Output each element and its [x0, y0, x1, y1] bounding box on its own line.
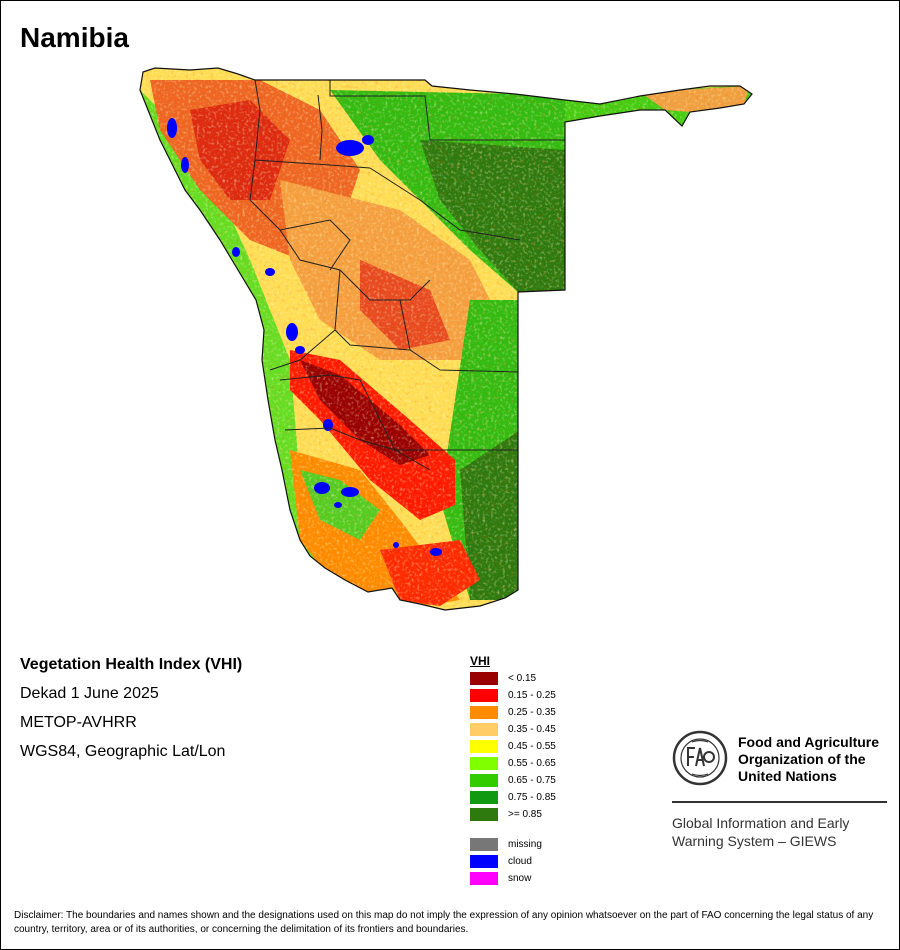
vhi-legend: VHI < 0.15 0.15 - 0.25 0.25 - 0.35 0.35 - 0…: [470, 654, 556, 887]
legend-class-swatch: [470, 740, 498, 753]
map-title: Namibia: [20, 22, 129, 53]
legend-class-swatch: [470, 672, 498, 685]
legend-class-row: 0.75 - 0.85: [470, 789, 556, 806]
legend-extra-swatch: [470, 838, 498, 851]
product-title: Vegetation Health Index (VHI): [20, 656, 243, 673]
legend-class-row: 0.35 - 0.45: [470, 721, 556, 738]
legend-class-swatch: [470, 774, 498, 787]
giews-label: Global Information and Early Warning Sys…: [672, 815, 850, 849]
map-info: Vegetation Health Index (VHI) Dekad 1 Ju…: [20, 656, 242, 772]
legend-extra-row: cloud: [470, 853, 556, 870]
legend-extra-label: cloud: [508, 856, 532, 867]
legend-class-row: 0.15 - 0.25: [470, 687, 556, 704]
legend-class-label: 0.35 - 0.45: [508, 724, 556, 735]
legend-class-swatch: [470, 706, 498, 719]
fao-logo-icon: [672, 730, 728, 786]
legend-extra-row: missing: [470, 836, 556, 853]
legend-class-label: 0.75 - 0.85: [508, 792, 556, 803]
fao-name: Food and Agriculture Organization of the…: [738, 734, 880, 784]
legend-title: VHI: [470, 654, 491, 668]
legend-class-label: 0.55 - 0.65: [508, 758, 556, 769]
disclaimer: Disclaimer: The boundaries and names sho…: [14, 910, 874, 935]
legend-class-label: 0.15 - 0.25: [508, 690, 556, 701]
vhi-map: [139, 67, 753, 611]
legend-extra-row: snow: [470, 870, 556, 887]
legend-class-swatch: [470, 689, 498, 702]
sensor-label: METOP-AVHRR: [20, 714, 137, 731]
legend-extra-swatch: [470, 855, 498, 868]
legend-class-label: 0.65 - 0.75: [508, 775, 556, 786]
fao-divider: [672, 801, 887, 803]
legend-class-label: >= 0.85: [508, 809, 542, 820]
legend-class-swatch: [470, 791, 498, 804]
legend-class-label: 0.45 - 0.55: [508, 741, 556, 752]
legend-class-row: 0.25 - 0.35: [470, 704, 556, 721]
period-label: Dekad 1 June 2025: [20, 685, 159, 702]
legend-class-swatch: [470, 808, 498, 821]
legend-class-row: 0.55 - 0.65: [470, 755, 556, 772]
legend-class-row: 0.65 - 0.75: [470, 772, 556, 789]
legend-extra-swatch: [470, 872, 498, 885]
legend-extra-label: missing: [508, 839, 542, 850]
legend-class-label: 0.25 - 0.35: [508, 707, 556, 718]
legend-class-row: >= 0.85: [470, 806, 556, 823]
legend-class-row: < 0.15: [470, 670, 556, 687]
legend-class-label: < 0.15: [508, 673, 537, 684]
legend-class-swatch: [470, 757, 498, 770]
legend-class-swatch: [470, 723, 498, 736]
legend-class-row: 0.45 - 0.55: [470, 738, 556, 755]
legend-extra-label: snow: [508, 873, 532, 884]
projection-label: WGS84, Geographic Lat/Lon: [20, 743, 226, 760]
